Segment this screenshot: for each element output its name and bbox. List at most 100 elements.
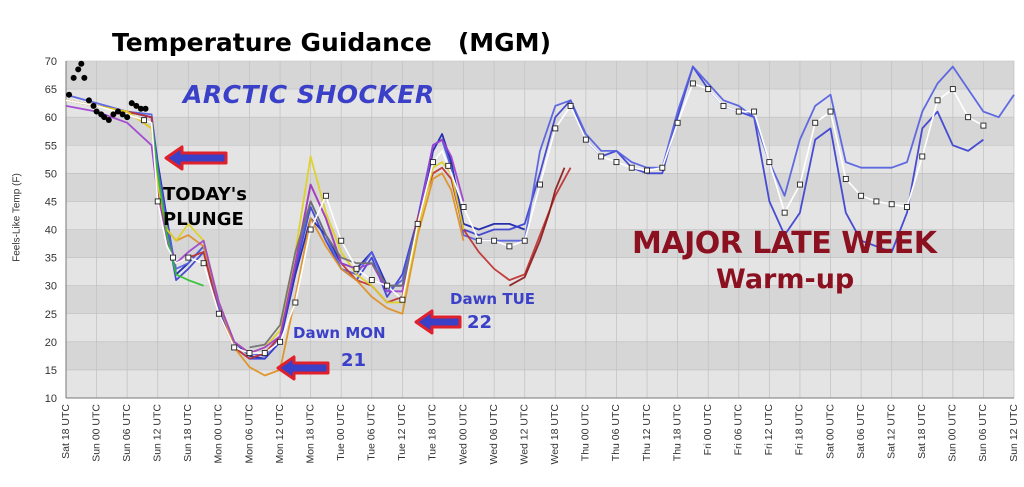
observed-point	[85, 97, 92, 104]
y-tick-label: 20	[45, 337, 57, 349]
mean-marker	[582, 136, 589, 143]
mean-marker	[781, 209, 788, 216]
mean-marker	[674, 119, 681, 126]
grid-band	[66, 89, 1014, 118]
mean-marker	[827, 108, 834, 115]
observed-point	[114, 108, 121, 115]
mean-marker	[460, 204, 467, 210]
arrow-dawn-mon-icon	[276, 355, 330, 381]
mean-marker	[430, 159, 436, 166]
observed-point	[101, 114, 108, 121]
x-tick-label: Wed 18 UTC	[549, 404, 561, 465]
mean-marker	[842, 175, 849, 182]
mean-marker	[888, 201, 895, 208]
mean-marker	[796, 181, 803, 188]
x-tick-label: Wed 12 UTC	[518, 404, 530, 465]
grid-band	[66, 341, 1014, 370]
mean-marker	[215, 310, 222, 317]
x-tick-label: Sat 18 UTC	[60, 404, 72, 459]
mean-marker	[705, 86, 712, 93]
mean-marker	[689, 80, 696, 87]
x-tick-label: Thu 00 UTC	[580, 404, 592, 462]
x-tick-label: Sun 06 UTC	[121, 404, 133, 462]
x-tick-label: Sat 06 UTC	[855, 404, 867, 459]
x-tick-label: Fri 18 UTC	[794, 404, 806, 456]
mean-marker	[506, 243, 513, 250]
mean-marker	[141, 117, 147, 124]
mean-marker	[919, 153, 926, 160]
x-tick-label: Sun 12 UTC	[152, 404, 164, 462]
mean-marker	[552, 125, 559, 132]
x-tick-label: Tue 06 UTC	[366, 404, 378, 461]
x-tick-label: Thu 06 UTC	[610, 404, 622, 462]
dawn-tue-value: 22	[467, 312, 493, 333]
y-tick-label: 45	[45, 196, 57, 208]
y-tick-label: 65	[45, 84, 57, 96]
mean-marker	[200, 260, 207, 267]
mean-marker	[154, 198, 161, 205]
mean-marker	[353, 265, 360, 272]
mean-marker	[598, 153, 605, 160]
y-tick-label: 30	[45, 281, 57, 293]
mean-marker	[720, 102, 727, 109]
observed-point	[90, 102, 97, 109]
grid-band	[66, 201, 1014, 230]
x-tick-label: Sun 00 UTC	[90, 404, 102, 462]
y-tick-label: 25	[45, 309, 57, 321]
mean-marker	[873, 198, 880, 205]
x-tick-label: Thu 12 UTC	[641, 404, 653, 462]
x-tick-label: Mon 18 UTC	[304, 404, 316, 464]
mean-marker	[858, 192, 865, 199]
grid-band	[66, 257, 1014, 286]
mean-marker	[292, 299, 299, 306]
mean-marker	[980, 122, 987, 129]
mean-marker	[384, 282, 391, 289]
mean-marker	[567, 102, 574, 109]
mean-marker	[277, 338, 284, 345]
mean-marker	[170, 254, 176, 261]
x-tick-label: Fri 12 UTC	[763, 404, 775, 456]
observed-point	[142, 105, 149, 112]
mean-marker	[231, 344, 238, 351]
mean-marker	[735, 108, 742, 115]
mean-marker	[445, 162, 452, 169]
x-tick-label: Sat 12 UTC	[885, 404, 897, 459]
observed-point	[70, 74, 77, 81]
mean-marker	[812, 119, 819, 126]
observed-point	[124, 114, 131, 121]
arctic-shocker-annotation: ARCTIC SHOCKER	[183, 80, 435, 109]
mean-marker	[965, 114, 972, 121]
mean-marker	[521, 237, 528, 244]
mean-marker	[766, 159, 773, 166]
grid-band	[66, 285, 1014, 314]
chart-title: Temperature Guidance (MGM)	[112, 28, 551, 57]
x-tick-label: Fri 06 UTC	[733, 404, 745, 456]
mean-marker	[537, 181, 543, 188]
observed-point	[137, 105, 144, 112]
dawn-mon-label: Dawn MON	[293, 324, 386, 342]
x-tick-label: Tue 00 UTC	[335, 404, 347, 461]
x-tick-label: Sun 00 UTC	[947, 404, 959, 462]
mean-marker	[399, 296, 406, 303]
mean-marker	[751, 108, 758, 115]
warm-up-annotation: Warm-up	[716, 264, 855, 295]
x-tick-label: Mon 12 UTC	[274, 404, 286, 464]
x-tick-label: Sat 00 UTC	[824, 404, 836, 459]
arrow-dawn-tue-icon	[414, 309, 462, 335]
x-tick-label: Thu 18 UTC	[671, 404, 683, 462]
x-tick-label: Sun 12 UTC	[1008, 404, 1020, 462]
y-tick-label: 15	[45, 365, 57, 377]
observed-point	[93, 108, 100, 115]
x-tick-label: Sat 18 UTC	[916, 404, 928, 459]
observed-point	[119, 111, 126, 118]
grid-band	[66, 61, 1014, 90]
grid-band	[66, 369, 1014, 398]
series-line	[508, 167, 566, 287]
dawn-tue-label: Dawn TUE	[450, 290, 535, 308]
x-tick-label: Tue 12 UTC	[396, 404, 408, 461]
y-tick-label: 60	[45, 112, 57, 124]
mean-marker	[307, 226, 314, 233]
y-tick-label: 70	[45, 56, 57, 68]
y-axis-label: Feels-Like Temp (F)	[11, 173, 23, 262]
